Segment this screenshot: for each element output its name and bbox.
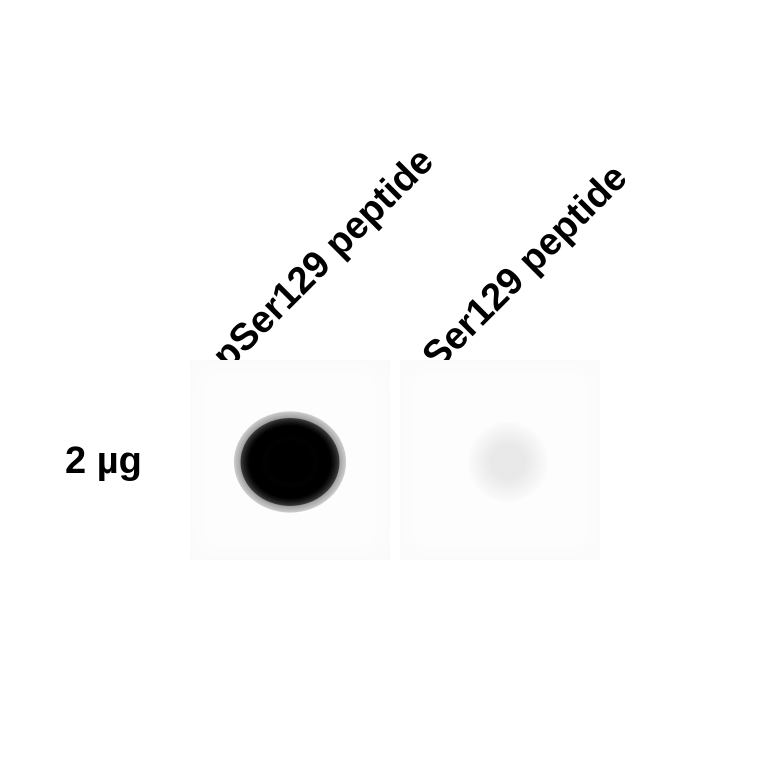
row-amount-label: 2 µg (65, 440, 142, 483)
blot-panel-pser129 (190, 360, 390, 560)
column-label-pser129: pSer129 peptide (205, 140, 443, 378)
strong-signal-spot-ring (241, 418, 340, 506)
blot-panel-ser129 (400, 360, 600, 560)
faint-signal-spot (468, 422, 548, 502)
column-label-ser129: Ser129 peptide (415, 156, 637, 378)
dot-blot-figure: 2 µg pSer129 peptide Ser129 peptide (0, 0, 764, 764)
